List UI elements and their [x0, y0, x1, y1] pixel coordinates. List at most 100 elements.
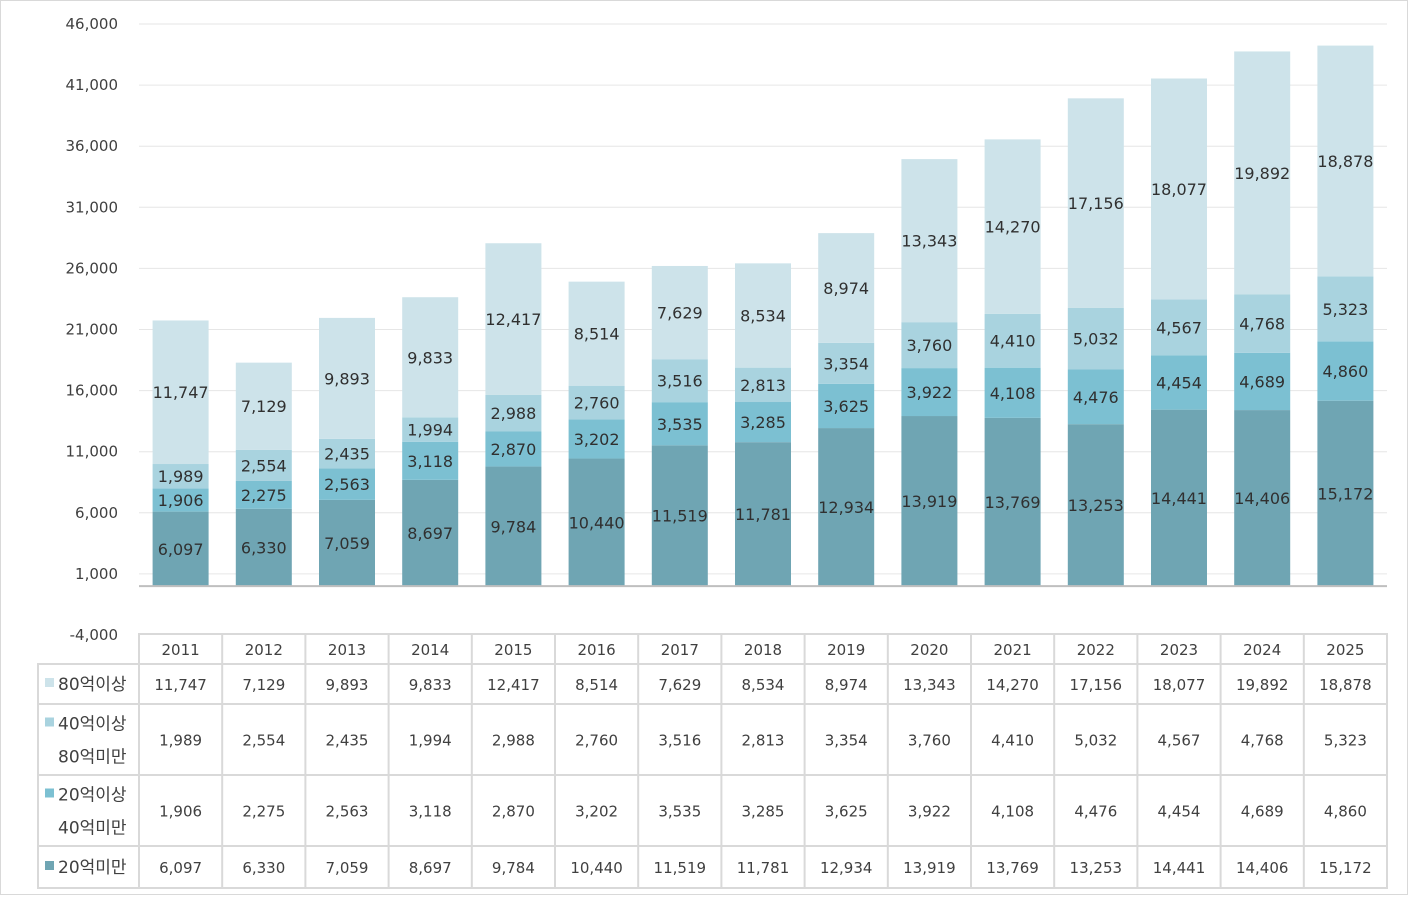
bar-segment — [901, 322, 958, 369]
bar-segment — [319, 317, 375, 439]
bar-segment — [1151, 355, 1207, 410]
bar-data-label: 1,906 — [158, 491, 204, 510]
bar-segment — [735, 442, 791, 587]
bar-data-label: 14,270 — [985, 218, 1041, 237]
bar-segment — [485, 243, 542, 395]
table-value-cell: 9,784 — [492, 859, 535, 877]
bar-data-label: 9,893 — [324, 369, 370, 388]
bar-segment — [1067, 424, 1124, 587]
bar-segment — [402, 417, 459, 442]
bar-segment — [152, 488, 209, 512]
bar-data-label: 14,441 — [1151, 489, 1207, 508]
table-year-header: 2011 — [162, 641, 200, 659]
bar-data-label: 3,760 — [906, 336, 952, 355]
bar-data-label: 5,323 — [1322, 300, 1368, 319]
bar-segment — [235, 362, 292, 450]
bar-segment — [235, 508, 292, 587]
legend-key — [45, 861, 54, 870]
bar-segment — [319, 438, 375, 469]
table-value-cell: 4,476 — [1074, 803, 1117, 821]
bar-data-label: 9,784 — [490, 517, 536, 536]
bar-segment — [651, 265, 708, 360]
bar-data-label: 2,435 — [324, 445, 370, 464]
series-name-label: 40억미만 — [58, 819, 127, 839]
bar-segment — [568, 419, 625, 459]
table-value-cell: 15,172 — [1319, 859, 1372, 877]
table-value-cell: 13,253 — [1070, 859, 1123, 877]
bar-data-label: 3,118 — [407, 452, 453, 471]
bar-segment — [818, 428, 875, 587]
table-year-header: 2022 — [1077, 641, 1115, 659]
bar-segment — [152, 511, 209, 587]
table-year-header: 2019 — [827, 641, 865, 659]
table-value-cell: 3,625 — [825, 803, 868, 821]
bar-data-label: 10,440 — [569, 513, 625, 532]
bar-segment — [651, 402, 708, 446]
legend-key — [45, 717, 54, 727]
bar-segment — [735, 367, 791, 403]
table-value-cell: 11,781 — [737, 859, 790, 877]
bar-segment — [1234, 352, 1291, 411]
bar-segment — [485, 394, 542, 432]
bar-data-label: 13,919 — [901, 492, 957, 511]
bar-data-label: 7,129 — [241, 397, 287, 416]
table-value-cell: 14,270 — [986, 676, 1039, 694]
table-value-cell: 10,440 — [570, 859, 623, 877]
bar-segment — [1234, 410, 1291, 587]
bar-data-label: 18,077 — [1151, 180, 1207, 199]
bar-segment — [1234, 294, 1291, 353]
bar-segment — [1151, 299, 1207, 356]
table-year-header: 2017 — [661, 641, 699, 659]
table-value-cell: 3,285 — [742, 803, 785, 821]
table-value-cell: 4,860 — [1324, 803, 1367, 821]
table-value-cell: 13,769 — [986, 859, 1039, 877]
bar-segment — [152, 464, 209, 489]
bar-segment — [1317, 276, 1374, 342]
table-value-cell: 7,059 — [326, 859, 369, 877]
table-value-cell: 3,354 — [825, 732, 868, 750]
bar-data-label: 3,516 — [657, 372, 703, 391]
bar-data-label: 13,769 — [985, 493, 1041, 512]
table-year-header: 2012 — [245, 641, 283, 659]
table-value-cell: 4,567 — [1158, 732, 1201, 750]
bar-data-label: 2,554 — [241, 456, 287, 475]
table-value-cell: 8,697 — [409, 859, 452, 877]
bar-data-label: 8,514 — [574, 325, 620, 344]
table-value-cell: 4,768 — [1241, 732, 1284, 750]
bar-segment — [1067, 98, 1124, 308]
table-value-cell: 2,563 — [326, 803, 369, 821]
table-value-cell: 3,202 — [575, 803, 618, 821]
bar-segment — [568, 458, 625, 587]
table-value-cell: 2,554 — [242, 732, 285, 750]
y-tick-label: 21,000 — [66, 321, 119, 339]
bar-data-label: 3,285 — [740, 413, 786, 432]
bar-segment — [1067, 369, 1124, 425]
table-year-header: 2015 — [494, 641, 532, 659]
bar-data-label: 18,878 — [1317, 152, 1373, 171]
table-value-cell: 14,441 — [1153, 859, 1206, 877]
bar-data-label: 7,059 — [324, 534, 370, 553]
bar-data-label: 12,417 — [485, 310, 541, 329]
bar-data-label: 11,781 — [735, 505, 791, 524]
bar-data-label: 4,860 — [1322, 362, 1368, 381]
table-year-header: 2014 — [411, 641, 449, 659]
bar-data-label: 11,519 — [652, 507, 708, 526]
table-value-cell: 4,410 — [991, 732, 1034, 750]
bar-data-label: 12,934 — [818, 498, 874, 517]
table-value-cell: 17,156 — [1070, 676, 1123, 694]
table-value-cell: 3,922 — [908, 803, 951, 821]
table-year-header: 2020 — [910, 641, 948, 659]
bar-segment — [984, 313, 1041, 368]
bar-segment — [402, 479, 459, 587]
table-value-cell: 5,323 — [1324, 732, 1367, 750]
bar-data-label: 2,760 — [574, 394, 620, 413]
table-value-cell: 1,994 — [409, 732, 452, 750]
bar-segment — [818, 342, 875, 384]
bar-segment — [1317, 400, 1374, 587]
y-tick-label: 16,000 — [66, 382, 119, 400]
y-tick-label: 41,000 — [66, 76, 119, 94]
bar-segment — [402, 441, 459, 480]
table-value-cell: 9,893 — [326, 676, 369, 694]
